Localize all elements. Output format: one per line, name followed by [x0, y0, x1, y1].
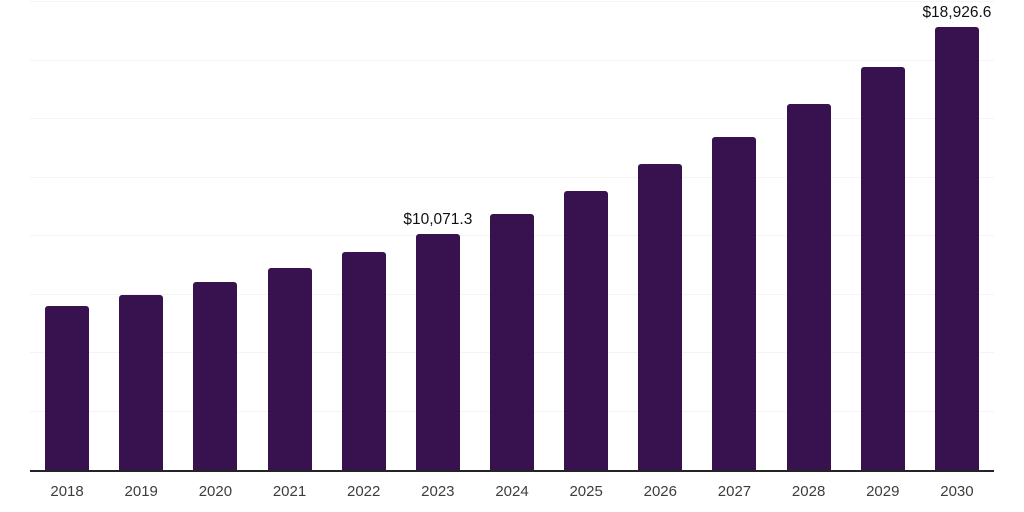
x-axis-label-2025: 2025	[569, 483, 603, 500]
bar-2030	[934, 27, 979, 470]
x-axis-label-2022: 2022	[347, 483, 381, 500]
bar-2024	[490, 214, 534, 470]
bar-2025	[564, 191, 609, 470]
x-axis-label-2026: 2026	[643, 483, 677, 500]
x-axis-label-2028: 2028	[791, 483, 826, 500]
bar-2020	[193, 281, 238, 470]
gridline-15000	[30, 118, 994, 119]
gridline-12500	[30, 176, 994, 178]
x-axis-label-2027: 2027	[717, 483, 752, 500]
value-label-2030: $18,926.6	[922, 4, 992, 22]
plot-area: 2018 2019 2020 2021 2022 2023 2024 2025 2026 2027…	[30, 1, 994, 499]
bar-2021	[267, 267, 312, 470]
value-label-2023: $10,071.3	[403, 211, 473, 229]
x-axis-label-2030: 2030	[940, 483, 974, 500]
bar-2026	[638, 164, 683, 470]
x-axis-label-2023: 2023	[421, 483, 455, 500]
x-axis-label-2021: 2021	[272, 483, 307, 500]
bar-2027	[712, 136, 757, 470]
x-axis-label-2024: 2024	[495, 483, 529, 500]
x-axis-label-2019: 2019	[124, 483, 158, 500]
gridline-20000	[30, 1, 994, 2]
x-axis-label-2029: 2029	[866, 483, 900, 500]
gridline-17500	[30, 59, 994, 61]
bar-2028	[786, 104, 831, 470]
x-axis-label-2020: 2020	[198, 483, 233, 500]
bar-2023	[415, 234, 460, 470]
bar-2019	[119, 294, 164, 470]
bar-2022	[341, 251, 386, 470]
x-axis-label-2018: 2018	[50, 483, 84, 500]
bar-2029	[860, 66, 905, 470]
bar-2018	[45, 305, 90, 470]
